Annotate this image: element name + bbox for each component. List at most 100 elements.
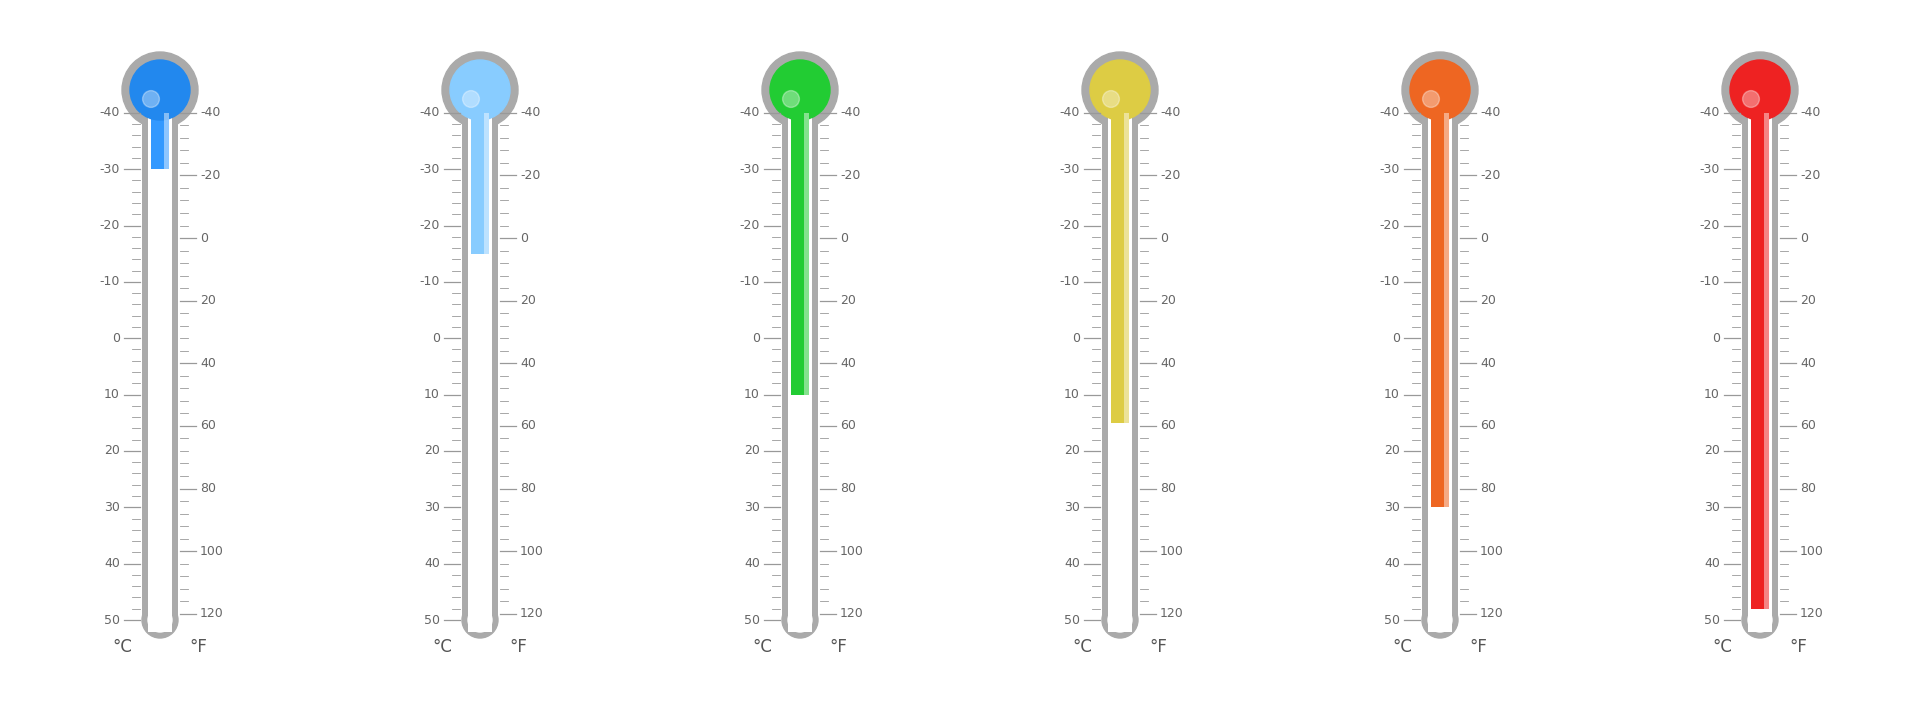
Text: 120: 120 [1160,607,1185,620]
Text: -40: -40 [1699,107,1720,120]
Text: 100: 100 [200,544,225,557]
Text: 10: 10 [424,388,440,401]
Text: 20: 20 [1705,444,1720,457]
Text: 0: 0 [1071,332,1079,345]
Text: 80: 80 [1480,482,1496,495]
Bar [1108,113,1133,632]
Bar [787,113,812,632]
Text: -30: -30 [1699,163,1720,176]
Text: 10: 10 [104,388,119,401]
Bar [791,113,808,395]
Text: 40: 40 [1064,557,1079,570]
Text: 0: 0 [1801,232,1809,245]
Text: -20: -20 [520,169,540,182]
Text: 20: 20 [1480,294,1496,307]
Text: °F: °F [509,638,526,656]
Text: °C: °C [1071,638,1092,656]
Text: 60: 60 [200,419,215,433]
Circle shape [1428,608,1452,632]
Circle shape [1102,602,1139,638]
Text: 30: 30 [1705,501,1720,514]
Text: 20: 20 [1160,294,1175,307]
Circle shape [1423,602,1457,638]
Text: -10: -10 [420,275,440,289]
Text: 40: 40 [1480,357,1496,370]
Circle shape [142,91,159,107]
Text: 80: 80 [1160,482,1175,495]
Text: °F: °F [1148,638,1167,656]
Text: 120: 120 [200,607,225,620]
Text: 50: 50 [1705,613,1720,626]
Circle shape [463,91,480,107]
Circle shape [1402,52,1478,128]
Text: -20: -20 [739,219,760,232]
Text: 100: 100 [1480,544,1503,557]
Text: 80: 80 [200,482,215,495]
Circle shape [1423,91,1440,107]
Text: -40: -40 [1160,107,1181,120]
Text: -40: -40 [520,107,540,120]
Text: -20: -20 [420,219,440,232]
Text: -30: -30 [739,163,760,176]
Bar [152,113,169,169]
Text: 100: 100 [1801,544,1824,557]
Text: 0: 0 [753,332,760,345]
Bar [148,113,173,632]
Text: -30: -30 [100,163,119,176]
Text: 20: 20 [745,444,760,457]
Circle shape [442,52,518,128]
Bar [142,113,179,620]
Text: 0: 0 [1713,332,1720,345]
Text: -10: -10 [1060,275,1079,289]
Text: 100: 100 [1160,544,1185,557]
Text: 20: 20 [1384,444,1400,457]
Text: 40: 40 [1384,557,1400,570]
Circle shape [463,602,497,638]
Circle shape [123,52,198,128]
Text: 40: 40 [424,557,440,570]
Text: 80: 80 [520,482,536,495]
Text: -40: -40 [841,107,860,120]
Text: -10: -10 [100,275,119,289]
Text: 40: 40 [1705,557,1720,570]
Text: -10: -10 [1699,275,1720,289]
Text: -40: -40 [1380,107,1400,120]
Bar [484,113,490,620]
Text: °C: °C [111,638,132,656]
Bar [468,113,492,632]
Text: 20: 20 [104,444,119,457]
Text: °C: °C [753,638,772,656]
Bar [1430,113,1450,508]
Text: 50: 50 [1384,613,1400,626]
Text: -40: -40 [100,107,119,120]
Bar [1764,113,1768,620]
Text: 40: 40 [745,557,760,570]
Circle shape [142,602,179,638]
Bar [804,113,808,620]
Circle shape [1743,91,1759,107]
Text: 50: 50 [745,613,760,626]
Text: 10: 10 [1384,388,1400,401]
Circle shape [148,608,173,632]
Text: -40: -40 [739,107,760,120]
Circle shape [449,60,511,120]
Text: 20: 20 [520,294,536,307]
Text: 0: 0 [432,332,440,345]
Text: °F: °F [829,638,847,656]
Circle shape [1747,608,1772,632]
Text: °C: °C [1713,638,1732,656]
Text: 20: 20 [1064,444,1079,457]
Text: -20: -20 [1480,169,1500,182]
Text: 30: 30 [1384,501,1400,514]
Circle shape [1722,52,1797,128]
Text: 20: 20 [841,294,856,307]
Text: °C: °C [432,638,451,656]
Text: -20: -20 [1060,219,1079,232]
Text: -30: -30 [420,163,440,176]
Text: 60: 60 [1480,419,1496,433]
Text: 40: 40 [1160,357,1175,370]
Text: -20: -20 [1801,169,1820,182]
Text: 10: 10 [1705,388,1720,401]
Text: °C: °C [1392,638,1411,656]
Text: 0: 0 [841,232,849,245]
